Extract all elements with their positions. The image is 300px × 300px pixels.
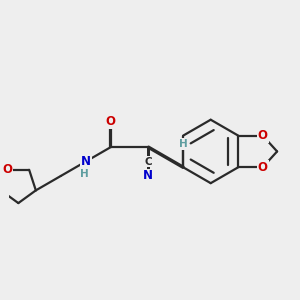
Text: H: H: [80, 169, 89, 178]
Text: O: O: [258, 161, 268, 174]
Text: O: O: [258, 129, 268, 142]
Text: C: C: [144, 157, 152, 166]
Text: O: O: [2, 163, 13, 176]
Text: N: N: [143, 169, 153, 182]
Text: H: H: [179, 139, 188, 149]
Text: O: O: [106, 115, 116, 128]
Text: N: N: [81, 155, 91, 168]
